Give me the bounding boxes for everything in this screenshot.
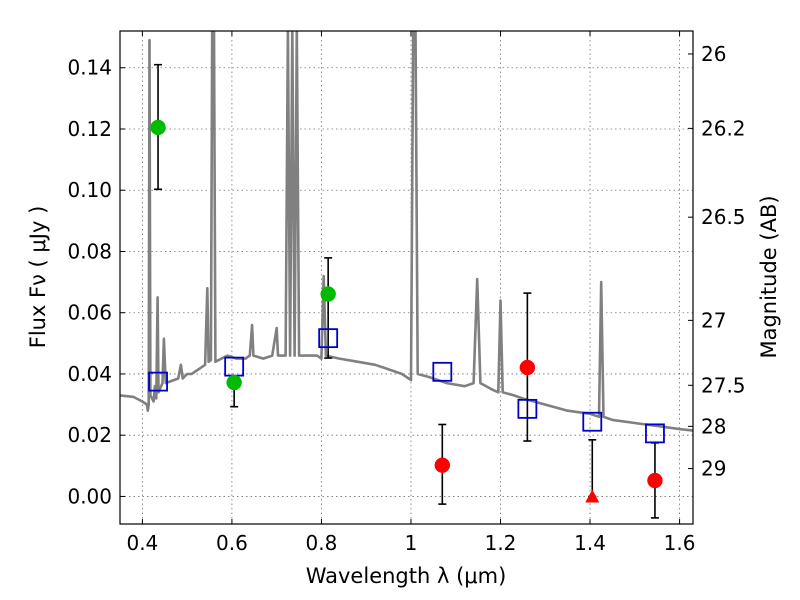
model-photometry-square [318, 328, 339, 349]
x-tick-label: 1 [405, 531, 418, 555]
model-photometry-square [432, 361, 453, 382]
y-axis-label: Flux Fν ( μJy ) [26, 206, 50, 349]
x-axis-label: Wavelength λ (μm) [306, 564, 507, 588]
axis-layer: 0.4 0.6 0.8 1 1.2 1.4 1.6 0.00 0.02 0.04 0.06 0.08 0… [67, 31, 746, 555]
observed-flux-point [320, 286, 336, 302]
observed-flux-point [519, 359, 536, 376]
upper-limit-triangle [585, 489, 600, 503]
y2-tick-label: 29 [701, 457, 726, 481]
y-tick-label: 0.10 [67, 178, 112, 202]
y2-tick-label: 26.2 [701, 116, 746, 140]
y2-tick-label: 26 [701, 42, 726, 66]
observed-flux-point [226, 374, 242, 391]
plot-frame [119, 30, 694, 525]
y-tick-label: 0.06 [67, 301, 112, 325]
x-tick-label: 1.4 [574, 531, 606, 555]
plot-layer [120, 31, 693, 519]
y2-axis-label: Magnitude (AB) [757, 195, 781, 358]
y-tick-label: 0.02 [67, 423, 112, 447]
x-tick-label: 0.4 [126, 531, 158, 555]
model-photometry-square [517, 398, 538, 419]
model-photometry-square [645, 423, 665, 444]
y2-tick-label: 27 [701, 308, 726, 332]
y-tick-label: 0.14 [67, 56, 112, 80]
grid-layer [120, 31, 693, 524]
y-tick-label: 0.04 [67, 362, 112, 386]
model-photometry-square [582, 411, 603, 432]
y2-tick-label: 28 [701, 414, 726, 438]
y2-tick-label: 27.5 [701, 373, 746, 397]
x-tick-label: 1.2 [485, 531, 517, 555]
x-tick-label: 1.6 [664, 531, 696, 555]
observed-flux-point [647, 472, 663, 489]
y-tick-label: 0.12 [67, 117, 112, 141]
y-tick-label: 0.00 [67, 484, 112, 508]
x-tick-label: 0.6 [216, 531, 248, 555]
y2-tick-label: 26.5 [701, 205, 746, 229]
model-photometry-square [224, 356, 245, 377]
observed-flux-point [150, 119, 166, 136]
y-tick-label: 0.08 [67, 239, 112, 263]
observed-flux-point [434, 457, 451, 473]
model-spectrum-line [120, 31, 693, 432]
model-photometry-square [148, 371, 168, 392]
x-tick-label: 0.8 [306, 531, 338, 555]
